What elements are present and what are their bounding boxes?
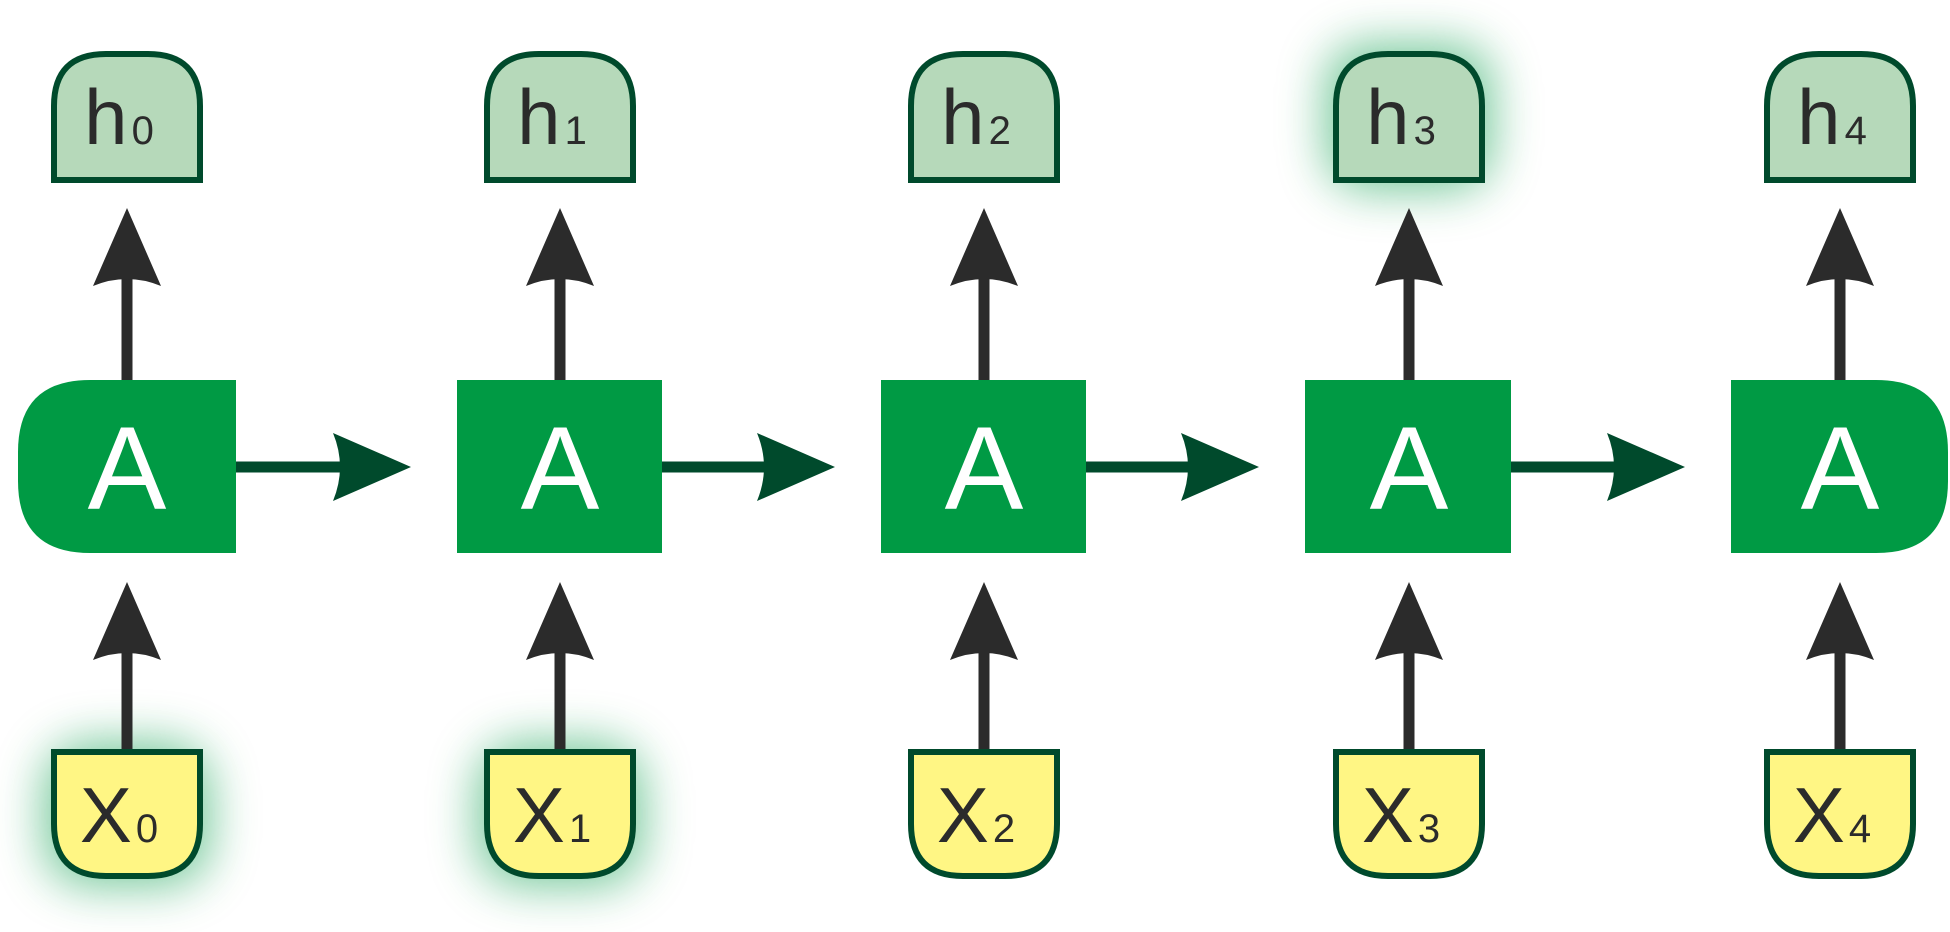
arrows: [93, 208, 1874, 752]
output-arrow-0: [93, 208, 161, 382]
recurrent-arrow-1: [660, 433, 835, 501]
arrow-head: [1806, 208, 1874, 286]
arrow-head: [93, 582, 161, 660]
rnn-cell-box: [1305, 380, 1511, 553]
arrow-head: [950, 208, 1018, 286]
arrow-head: [1806, 582, 1874, 660]
rnn-cell-0: A: [18, 380, 236, 553]
input-letter: X: [1793, 771, 1845, 859]
rnn-cell-3: A: [1305, 380, 1511, 553]
arrow-head: [950, 582, 1018, 660]
recurrent-arrow-3: [1509, 433, 1685, 501]
arrow-head: [1375, 208, 1443, 286]
hidden-state-letter: h: [1366, 73, 1409, 161]
rnn-cell-label: A: [1801, 403, 1880, 535]
input-box: [51, 749, 203, 879]
arrow-head: [1375, 582, 1443, 660]
output-arrow-4: [1806, 208, 1874, 382]
input-letter: X: [80, 771, 132, 859]
hidden-state-subscript: 4: [1845, 109, 1867, 153]
arrow-head: [1181, 433, 1259, 501]
rnn-cell-1: A: [457, 380, 662, 553]
input-arrow-4: [1806, 582, 1874, 752]
arrow-head: [93, 208, 161, 286]
arrow-head: [526, 582, 594, 660]
input-arrow-3: [1375, 582, 1443, 752]
input-letter: X: [1362, 771, 1414, 859]
arrow-head: [526, 208, 594, 286]
hidden-state-box: [484, 51, 636, 183]
rnn-cell-box: [457, 380, 662, 553]
arrow-head: [1607, 433, 1685, 501]
recurrent-arrow-2: [1084, 433, 1259, 501]
input-subscript: 1: [569, 807, 591, 851]
arrow-head: [333, 433, 411, 501]
rnn-cell-label: A: [88, 403, 167, 535]
rnn-cell-label: A: [521, 403, 600, 535]
input-subscript: 0: [136, 807, 158, 851]
hidden-state-subscript: 3: [1414, 109, 1436, 153]
recurrent-arrow-0: [234, 433, 411, 501]
rnn-cell-4: A: [1731, 380, 1948, 553]
input-box: [908, 749, 1060, 879]
input-letter: X: [513, 771, 565, 859]
arrow-head: [757, 433, 835, 501]
rnn-cell-box: [881, 380, 1086, 553]
hidden-state-letter: h: [941, 73, 984, 161]
input-box: [484, 749, 636, 879]
hidden-state-subscript: 0: [132, 109, 154, 153]
input-letter: X: [937, 771, 989, 859]
output-arrow-3: [1375, 208, 1443, 382]
rnn-cell-label: A: [945, 403, 1024, 535]
rnn-cell-box: [1731, 380, 1948, 553]
hidden-state-subscript: 1: [565, 109, 587, 153]
hidden-state-subscript: 2: [989, 109, 1011, 153]
input-subscript: 2: [993, 807, 1015, 851]
output-arrow-1: [526, 208, 594, 382]
rnn-cell-label: A: [1370, 403, 1449, 535]
input-box: [1764, 749, 1916, 879]
input-arrow-1: [526, 582, 594, 752]
rnn-cell-2: A: [881, 380, 1086, 553]
hidden-state-box: [51, 51, 203, 183]
input-box: [1333, 749, 1485, 879]
input-subscript: 4: [1849, 807, 1871, 851]
hidden-state-box: [1333, 51, 1485, 183]
input-arrow-0: [93, 582, 161, 752]
input-arrow-2: [950, 582, 1018, 752]
hidden-state-letter: h: [1797, 73, 1840, 161]
hidden-state-box: [908, 51, 1060, 183]
hidden-state-letter: h: [84, 73, 127, 161]
hidden-state-letter: h: [517, 73, 560, 161]
input-subscript: 3: [1418, 807, 1440, 851]
rnn-cell-box: [18, 380, 236, 553]
output-arrow-2: [950, 208, 1018, 382]
hidden-state-box: [1764, 51, 1916, 183]
